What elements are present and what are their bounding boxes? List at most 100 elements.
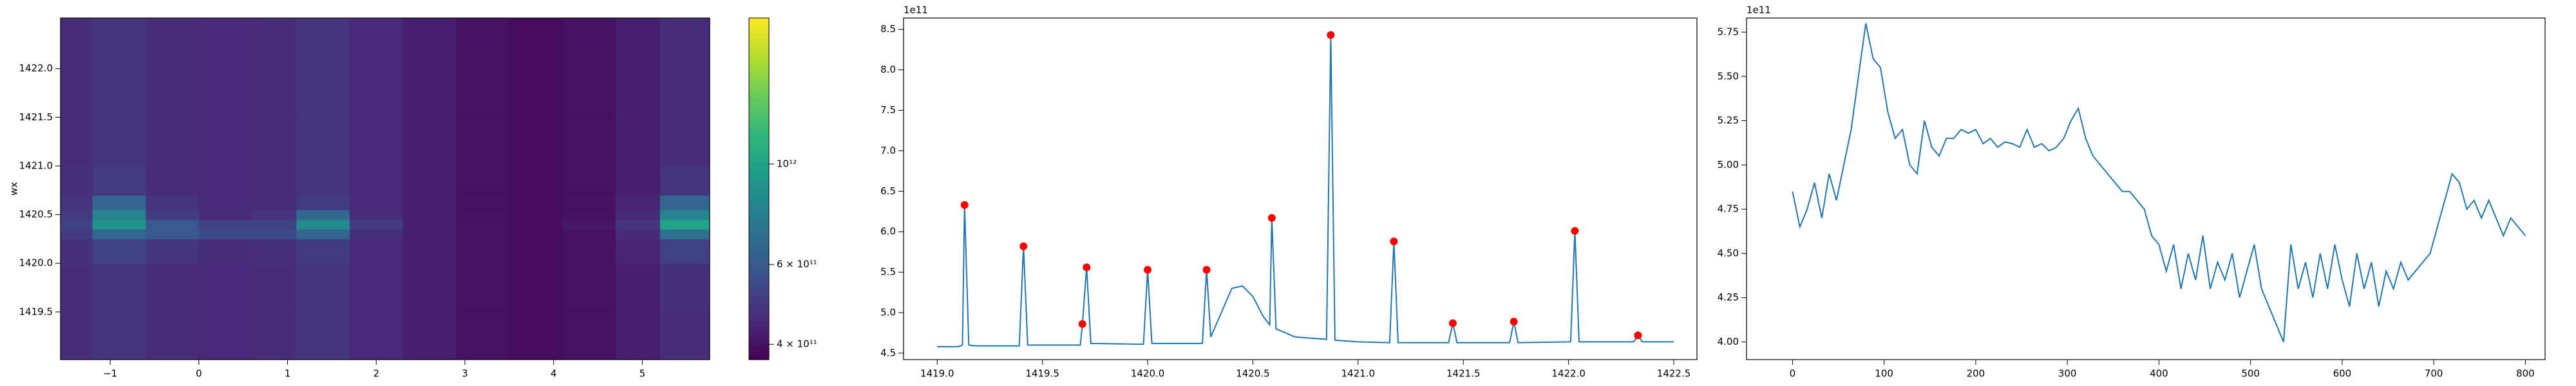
heatmap-cell xyxy=(252,165,297,196)
colorbar-tick-label: 10¹² xyxy=(777,158,797,169)
colorbar-strip xyxy=(749,234,769,238)
x-tick-label: 1419.0 xyxy=(920,368,954,380)
colorbar-strip xyxy=(749,206,769,210)
heatmap-cell xyxy=(349,18,404,69)
heatmap-cell xyxy=(146,263,200,313)
colorbar-strip xyxy=(749,246,769,250)
peak-marker xyxy=(1448,319,1457,327)
heatmap-cell xyxy=(146,229,200,239)
heatmap-cell xyxy=(198,68,252,118)
heatmap-cell xyxy=(198,18,252,69)
colorbar-strip xyxy=(749,228,769,232)
heatmap-cell xyxy=(659,165,710,196)
heatmap-cell xyxy=(146,68,200,118)
y-tick-label: 6.0 xyxy=(880,226,896,237)
y-tick-label: 8.0 xyxy=(880,64,896,75)
y-tick-label: 7.5 xyxy=(880,104,896,116)
heatmap-cell xyxy=(296,219,350,230)
heatmap-cell xyxy=(509,18,563,69)
peak-marker xyxy=(1078,320,1086,328)
colorbar-strip xyxy=(749,41,769,44)
colorbar-strip xyxy=(749,211,769,215)
colorbar-strip xyxy=(749,72,769,76)
colorbar-strip xyxy=(749,37,769,41)
heatmap-cell xyxy=(402,239,457,264)
heatmap-cell xyxy=(659,117,710,167)
colorbar-strip xyxy=(749,171,769,175)
heatmap-cell xyxy=(92,239,146,264)
heatmap-cell xyxy=(562,239,616,264)
heatmap-cell xyxy=(198,263,252,313)
colorbar-strip xyxy=(749,143,769,147)
y-tick-label: 7.0 xyxy=(880,145,896,156)
heatmap-cell xyxy=(562,68,616,118)
y-tick-label: 4.50 xyxy=(1718,247,1739,259)
colorbar-strip xyxy=(749,331,769,335)
colorbar-strip xyxy=(749,226,769,230)
heatmap-cell xyxy=(296,311,350,360)
colorbar-strip xyxy=(749,197,769,201)
heatmap-cell xyxy=(562,195,616,210)
heatmap-cell xyxy=(296,263,350,313)
heatmap-cell xyxy=(61,239,93,264)
colorbar-strip xyxy=(749,325,769,329)
x-tick-label: 1419.5 xyxy=(1025,368,1059,380)
colorbar-strip xyxy=(749,254,769,258)
heatmap-cell xyxy=(92,68,146,118)
heatmap-cell xyxy=(146,239,200,264)
colorbar-strip xyxy=(749,277,769,280)
heatmap-cell xyxy=(61,210,93,220)
heatmap-cell xyxy=(61,311,93,360)
colorbar-strip xyxy=(749,208,769,212)
peak-marker xyxy=(960,201,969,209)
heatmap-cell xyxy=(402,117,457,167)
colorbar-strip xyxy=(749,115,769,118)
x-tick-label: 5 xyxy=(639,368,646,380)
heatmap-cell xyxy=(616,195,661,210)
heatmap-cell xyxy=(456,195,510,210)
colorbar-strip xyxy=(749,69,769,73)
colorbar-strip xyxy=(749,146,769,150)
heatmap-cell xyxy=(198,311,252,360)
heatmap-cell xyxy=(349,311,404,360)
x-tick-label: 200 xyxy=(1967,368,1985,380)
colorbar-strip xyxy=(749,300,769,304)
y-tick-label: 1419.5 xyxy=(19,306,53,317)
heatmap-cell xyxy=(146,311,200,360)
colorbar-strip xyxy=(749,83,769,87)
axes-frame xyxy=(903,17,1698,360)
colorbar-strip xyxy=(749,186,769,190)
colorbar-strip xyxy=(749,89,769,93)
colorbar-strip xyxy=(749,345,769,349)
heatmap-cell xyxy=(61,117,93,167)
colorbar-strip xyxy=(749,248,769,252)
y-tick-label: 1420.0 xyxy=(19,257,53,269)
heatmap-cell xyxy=(509,68,563,118)
colorbar-strip xyxy=(749,21,769,24)
colorbar-strip xyxy=(749,291,769,295)
heatmap-cell xyxy=(92,195,146,210)
colorbar-strip xyxy=(749,282,769,286)
colorbar-strip xyxy=(749,214,769,218)
colorbar-strip xyxy=(749,262,769,266)
colorbar-strip xyxy=(749,157,769,161)
heatmap-cell xyxy=(402,165,457,196)
heatmap-cell xyxy=(402,311,457,360)
heatmap-cell xyxy=(349,195,404,210)
colorbar-strip xyxy=(749,268,769,272)
heatmap-cell xyxy=(616,263,661,313)
colorbar-strip xyxy=(749,23,769,27)
colorbar-strip xyxy=(749,77,769,81)
heatmap-cell xyxy=(198,165,252,196)
heatmap-cell xyxy=(456,263,510,313)
y-tick-label: 5.25 xyxy=(1718,115,1739,126)
heatmap-cell xyxy=(92,165,146,196)
peak-marker xyxy=(1510,317,1518,326)
colorbar-strip xyxy=(749,32,769,36)
heatmap-cell xyxy=(402,210,457,220)
peak-marker xyxy=(1327,31,1335,39)
colorbar-strip xyxy=(749,314,769,318)
colorbar-strip xyxy=(749,243,769,246)
heatmap-cell xyxy=(456,219,510,230)
colorbar-strip xyxy=(749,174,769,178)
